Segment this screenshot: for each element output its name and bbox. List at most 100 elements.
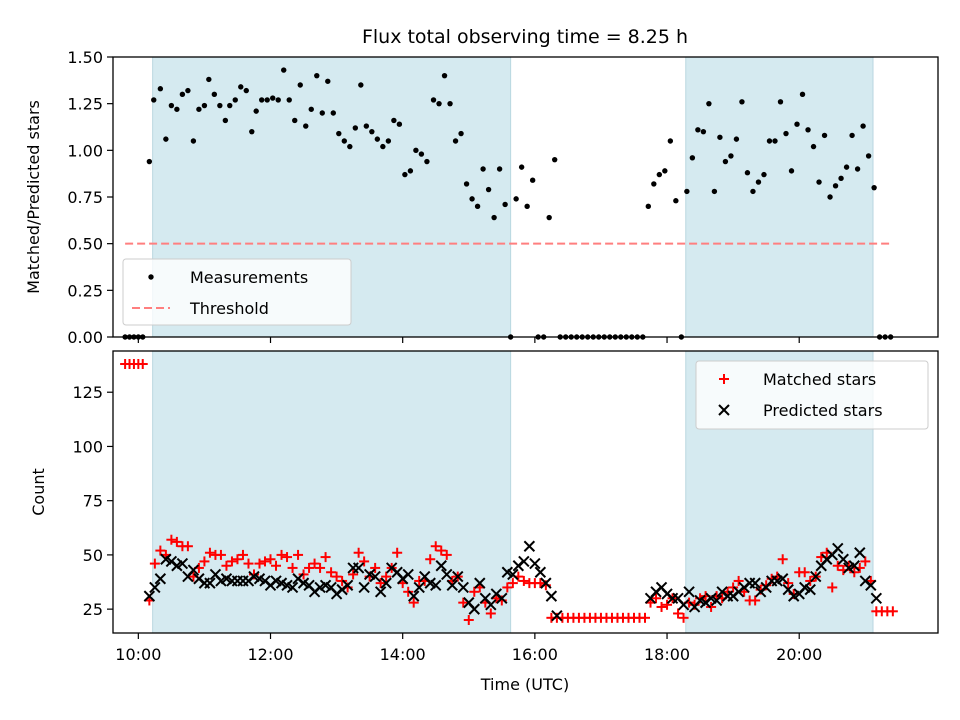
marker-stroke [672, 592, 684, 604]
data-point [529, 557, 541, 570]
marker-stroke [253, 573, 266, 585]
marker-stroke [435, 560, 447, 572]
data-point [204, 577, 216, 589]
data-point [837, 553, 849, 565]
data-point [545, 590, 558, 602]
data-point [258, 97, 265, 103]
data-point [502, 201, 508, 208]
data-point [673, 198, 679, 204]
marker-stroke [446, 579, 458, 591]
data-point [673, 608, 684, 619]
data-point [396, 121, 403, 127]
data-point [810, 143, 817, 150]
bottom-panel: 25 50 75 100 125 10:00 12:00 14:00 16:00 18:00 20:… [29, 350, 939, 664]
legend-label: Matched stars [763, 370, 876, 389]
data-point [226, 556, 237, 567]
data-point [645, 203, 652, 210]
marker-stroke [683, 586, 695, 598]
data-point [469, 586, 480, 597]
y-tick-label: 75 [83, 492, 103, 511]
marker-stroke [507, 568, 519, 581]
data-point [221, 560, 232, 571]
marker-stroke [402, 568, 414, 581]
data-point [860, 123, 866, 129]
data-point [502, 582, 513, 593]
data-point [799, 567, 810, 578]
data-point [309, 558, 320, 569]
marker-stroke [391, 566, 403, 578]
data-point [436, 545, 447, 556]
marker-stroke [143, 590, 156, 602]
data-point [264, 97, 270, 103]
data-point [706, 100, 712, 107]
data-point [297, 82, 303, 88]
marker-stroke [204, 577, 216, 589]
data-point [772, 138, 778, 144]
marker-stroke [297, 577, 310, 589]
top-plot-frame [112, 56, 939, 338]
marker-stroke [485, 599, 497, 611]
data-point [408, 597, 419, 608]
data-point [155, 545, 166, 556]
data-point [293, 549, 304, 560]
data-point [474, 203, 481, 210]
data-point [359, 556, 370, 567]
data-point [157, 86, 164, 92]
marker-stroke [149, 581, 161, 594]
data-point [689, 155, 696, 161]
marker-stroke [540, 577, 552, 589]
legend-marker [718, 404, 730, 416]
y-tick-label: 25 [83, 600, 103, 619]
data-point [374, 586, 387, 598]
marker-stroke [419, 570, 431, 583]
data-point [254, 558, 265, 569]
y-tick-label: 0.75 [67, 188, 103, 207]
data-point [369, 570, 381, 583]
y-tick-label: 0.00 [67, 328, 103, 347]
data-point [315, 562, 326, 573]
data-point [227, 102, 233, 109]
data-point [325, 78, 331, 84]
marker-stroke [363, 568, 376, 581]
data-point [353, 547, 364, 558]
marker-stroke [501, 566, 514, 578]
data-point [463, 614, 474, 625]
data-point [750, 595, 761, 606]
data-point [651, 181, 657, 187]
data-point [441, 549, 452, 560]
marker-stroke [474, 577, 486, 589]
marker-stroke [854, 547, 866, 559]
marker-stroke [655, 581, 668, 594]
legend-marker [148, 274, 154, 280]
data-point [777, 99, 784, 105]
x-tick-label: 14:00 [380, 645, 426, 664]
top-y-axis-label: Matched/Predicted stars [24, 100, 43, 294]
data-point [270, 95, 276, 101]
marker-stroke [551, 609, 563, 622]
data-point [507, 568, 519, 581]
marker-stroke [496, 592, 508, 604]
data-point [341, 579, 354, 591]
marker-stroke [705, 592, 717, 604]
data-point [238, 84, 244, 90]
data-point [375, 578, 386, 589]
data-point [469, 196, 475, 202]
marker-stroke [479, 592, 492, 604]
data-point [380, 143, 386, 150]
data-point [457, 581, 469, 594]
data-point [535, 578, 546, 589]
marker-stroke [319, 579, 332, 591]
data-point [838, 175, 844, 182]
data-point [662, 168, 668, 174]
marker-stroke [369, 570, 381, 583]
marker-stroke [848, 560, 860, 572]
data-point [243, 87, 249, 94]
data-point [196, 106, 202, 112]
data-point [749, 577, 761, 589]
data-point [485, 186, 492, 193]
data-point [865, 579, 877, 591]
marker-stroke [286, 581, 299, 594]
data-point [871, 184, 877, 191]
data-point [182, 541, 193, 552]
